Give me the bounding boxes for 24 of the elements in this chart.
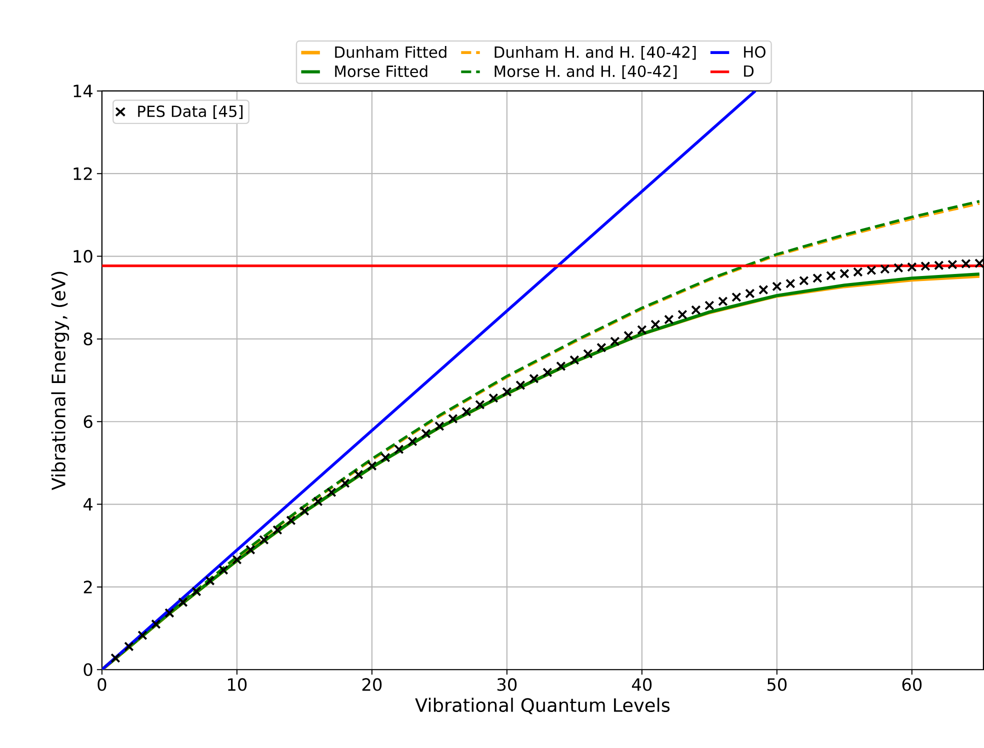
x-tick-label: 50 (767, 678, 787, 692)
legend-label: Morse H. and H. [40-42] (494, 65, 677, 80)
y-tick-label: 2 (84, 580, 92, 594)
x-tick-label: 30 (497, 678, 517, 692)
y-tick-label: 14 (74, 84, 92, 98)
y-tick-label: 8 (84, 332, 92, 346)
x-tick-label: 20 (362, 678, 382, 692)
x-axis-title: Vibrational Quantum Levels (415, 698, 670, 714)
y-tick-label: 0 (84, 663, 92, 676)
y-tick-label: 10 (74, 250, 92, 263)
x-tick-label: 60 (902, 678, 922, 692)
y-tick-label: 12 (74, 168, 92, 180)
legend-label: HO (744, 46, 766, 58)
x-tick-label: 40 (632, 678, 652, 692)
x-tick-label: 10 (228, 678, 247, 692)
y-tick-label: 6 (84, 415, 92, 428)
legend-label: PES Data [45] (138, 105, 243, 120)
legend-label: D (744, 66, 754, 77)
legend-label: Dunham H. and H. [40-42] (494, 46, 696, 60)
x-tick-label: 0 (98, 678, 106, 692)
legend-label: Dunham Fitted (335, 46, 446, 58)
y-axis-title: Vibrational Energy, (eV) (51, 272, 70, 490)
legend-label: Morse Fitted (335, 65, 428, 78)
y-tick-label: 4 (83, 498, 92, 511)
